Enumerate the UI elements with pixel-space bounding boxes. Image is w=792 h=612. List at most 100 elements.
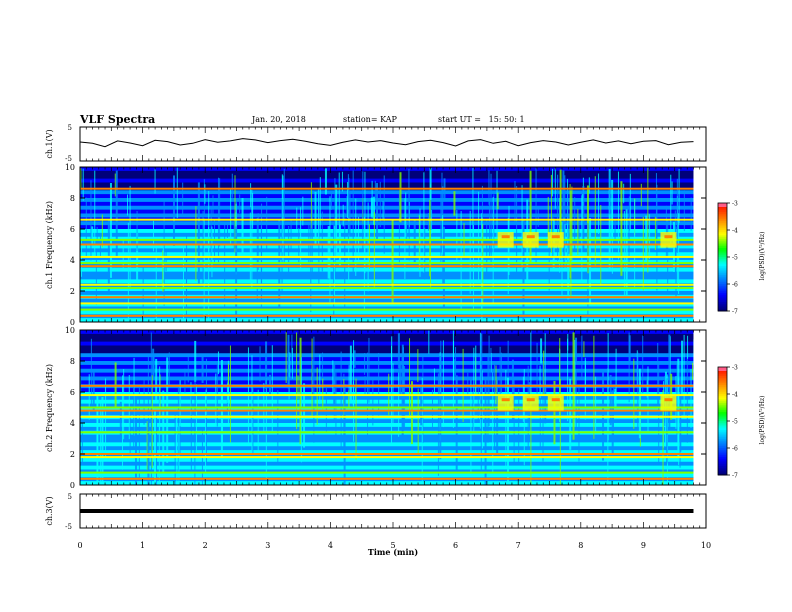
spec1-streak [91, 226, 94, 245]
spec1-streak [488, 170, 490, 205]
spec1-emission [497, 232, 514, 248]
spec2-streak [99, 402, 101, 485]
spec1-streak [163, 199, 165, 306]
spec1-streak [399, 172, 402, 223]
cbar1-swatch [718, 208, 727, 211]
cbar1-swatch [718, 264, 727, 267]
cbar2-swatch [718, 422, 727, 426]
cbar1-swatch [718, 278, 727, 281]
spec1-streak [589, 218, 592, 305]
spec1-streak [441, 172, 443, 253]
spec1-streak [80, 168, 82, 190]
cbar2-swatch [718, 462, 727, 465]
spec1-streak [413, 220, 416, 263]
cbar2-swatch [718, 460, 727, 463]
spec1-streak [594, 176, 596, 268]
spec1-streak [364, 171, 366, 274]
spec1-band [80, 213, 706, 218]
spec2-streak [291, 347, 293, 379]
spec2-streak [692, 362, 694, 380]
spec2-streak [367, 352, 369, 440]
spec2-streak [542, 363, 544, 462]
spec1-streak [587, 223, 589, 322]
cbar1-swatch [718, 221, 727, 224]
cbar1-swatch [718, 217, 727, 220]
ch3-voltage-ylabel: ch.3(V) [45, 496, 54, 525]
ch1-colorbar: -3 -4 -5 -6 -7 [717, 201, 738, 316]
spec2-streak [544, 387, 547, 424]
spec1-streak [419, 208, 421, 277]
spec1-streak [623, 211, 625, 297]
spec2-streak [628, 335, 631, 364]
spec2-streak [221, 370, 223, 443]
spec2-streak [487, 354, 489, 443]
spec2-streak [511, 359, 514, 421]
spec1-streak [333, 223, 335, 318]
spec2-streak [227, 360, 229, 424]
spec2-band [80, 442, 706, 447]
cbar2-swatch [718, 390, 727, 393]
spec2-streak [287, 334, 290, 389]
cbar2-swatch [718, 448, 727, 451]
cbar1-swatch [718, 300, 727, 303]
spec2-streak [578, 386, 580, 462]
spec1-streak [176, 167, 178, 219]
spec2-streak [663, 381, 665, 448]
spec1-streak [609, 171, 611, 215]
spec1-line [80, 243, 694, 246]
spec2-band [80, 423, 706, 428]
spec1-line [80, 296, 694, 299]
spec2-band [80, 357, 706, 362]
spec2-streak [168, 352, 170, 388]
spec1-streak [346, 196, 348, 216]
cbar2-swatch [718, 469, 727, 472]
spec2-streak [257, 389, 259, 456]
spec2-streak [392, 363, 394, 424]
spec2-streak [575, 337, 578, 362]
cbar2-swatch [718, 466, 727, 469]
spec1-streak [300, 207, 302, 269]
cbar1-swatch [718, 271, 727, 274]
spec1-emission [547, 232, 564, 248]
spec2-streak [119, 401, 122, 443]
spec2-line [80, 406, 694, 409]
cbar2-swatch [718, 379, 727, 382]
cbar1-swatch [718, 273, 727, 276]
spec2-emission-core [664, 398, 673, 402]
time-tick-label: 1 [140, 541, 145, 550]
spec2-streak [229, 345, 231, 443]
spec1-streak [516, 186, 518, 273]
spec1-streak [488, 198, 490, 257]
spec2-streak [417, 388, 419, 455]
spec2-streak [628, 332, 630, 403]
spec2-streak [176, 417, 178, 485]
spec2-streak [227, 364, 229, 387]
spec1-streak [310, 222, 312, 313]
spec2-streak [151, 375, 153, 468]
spec2-emission [522, 395, 539, 411]
spec2-streak [543, 350, 545, 395]
spec2-streak [559, 338, 561, 395]
cbar2-tick-label: -6 [732, 446, 738, 453]
spec1-streak [298, 227, 300, 265]
spec1-streak [577, 208, 579, 255]
ch2-colorbar: -3 -4 -5 -6 -7 [717, 365, 738, 480]
ch1-spectrogram-image [80, 167, 706, 323]
spec2-band [80, 333, 706, 339]
spec2-streak [437, 373, 439, 476]
spec1-streak [588, 177, 590, 194]
spec2-streak [277, 390, 279, 464]
time-tick-label: 9 [641, 541, 646, 550]
cbar1-swatch [718, 282, 727, 285]
spec1-streak [203, 179, 205, 216]
spec2-streak [398, 372, 400, 437]
cbar1-swatch [718, 291, 727, 294]
spec1-streak [404, 198, 406, 279]
spec1-streak [154, 168, 156, 194]
cbar1-swatch [718, 307, 727, 310]
spec2-band [80, 426, 706, 432]
cbar1-swatch [718, 260, 727, 263]
frequency-tick-label: 8 [70, 194, 75, 203]
spec2-streak [658, 362, 660, 466]
